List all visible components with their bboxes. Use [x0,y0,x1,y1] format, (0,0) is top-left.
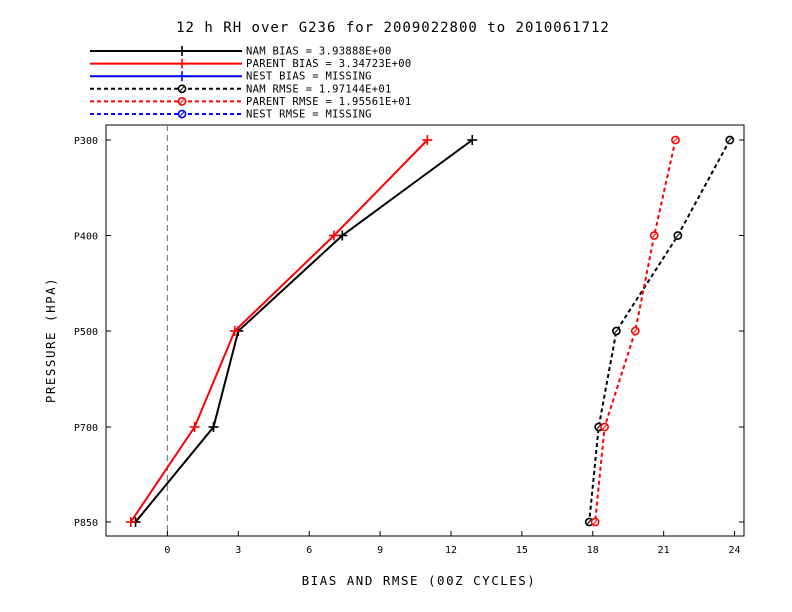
y-tick-label: P700 [74,423,98,434]
y-axis-label: PRESSURE (HPA) [43,277,58,403]
legend-label: NEST BIAS = MISSING [246,71,372,83]
legend-label: NEST RMSE = MISSING [246,109,372,121]
x-tick-label: 15 [516,545,528,556]
data-point [671,135,680,145]
plot-area [105,124,745,537]
y-tick-label: P850 [74,518,98,529]
data-point [229,326,240,336]
x-tick-label: 3 [235,545,241,556]
y-tick-label: P300 [74,136,98,147]
legend-label: PARENT BIAS = 3.34723E+00 [246,58,412,70]
series-line [594,139,677,523]
legend-marker [177,71,187,82]
y-tick-label: P500 [74,327,98,338]
data-point [329,230,340,241]
x-axis-label: BIAS AND RMSE (00Z CYCLES) [302,573,537,588]
x-tick-label: 18 [587,545,599,556]
x-tick-label: 0 [164,545,170,556]
chart-title: 12 h RH over G236 for 2009022800 to 2010… [176,20,610,36]
legend-marker [177,58,187,69]
data-point [725,135,735,145]
data-point [189,422,200,432]
x-tick-label: 12 [445,545,457,556]
series [130,135,478,527]
legend-entry: NAM BIAS = 3.93888E+00 [90,46,392,58]
legend-entry: NEST RMSE = MISSING [90,109,372,121]
series [584,135,735,527]
series-line [588,139,731,523]
legend-marker [177,97,187,106]
data-point [612,326,621,336]
data-point [600,422,609,432]
y-axis: P300 P400 P500 P700 P850 [74,136,744,529]
legend-label: NAM RMSE = 1.97144E+01 [246,83,392,95]
legend-entry: NAM RMSE = 1.97144E+01 [90,83,392,95]
x-tick-label: 6 [306,545,312,556]
data-point [590,517,600,527]
data-point [673,231,683,240]
data-point [208,422,219,432]
data-point [467,135,478,145]
data-point [125,517,136,527]
x-tick-label: 21 [658,545,670,556]
legend-marker [177,46,187,56]
legend-entry: NEST BIAS = MISSING [90,71,372,83]
x-tick-label: 9 [377,545,383,556]
data-point [649,231,659,240]
legend-label: NAM BIAS = 3.93888E+00 [246,46,392,58]
series [590,135,680,527]
y-tick-label: P400 [74,232,98,243]
legend-label: PARENT RMSE = 1.95561E+01 [246,96,412,108]
legend-entry: PARENT BIAS = 3.34723E+00 [90,58,412,70]
data-point [594,422,604,432]
legend-entry: PARENT RMSE = 1.95561E+01 [90,96,412,108]
legend-marker [177,84,187,94]
x-tick-label: 24 [729,545,741,556]
series-line [134,139,473,523]
data-point [630,326,640,336]
series [125,135,433,527]
x-axis: 0 3 6 9 12 15 18 21 24 [164,531,741,556]
series-line [129,139,429,523]
series-layer [125,135,735,527]
data-point [422,135,433,145]
legend-marker [177,109,187,119]
